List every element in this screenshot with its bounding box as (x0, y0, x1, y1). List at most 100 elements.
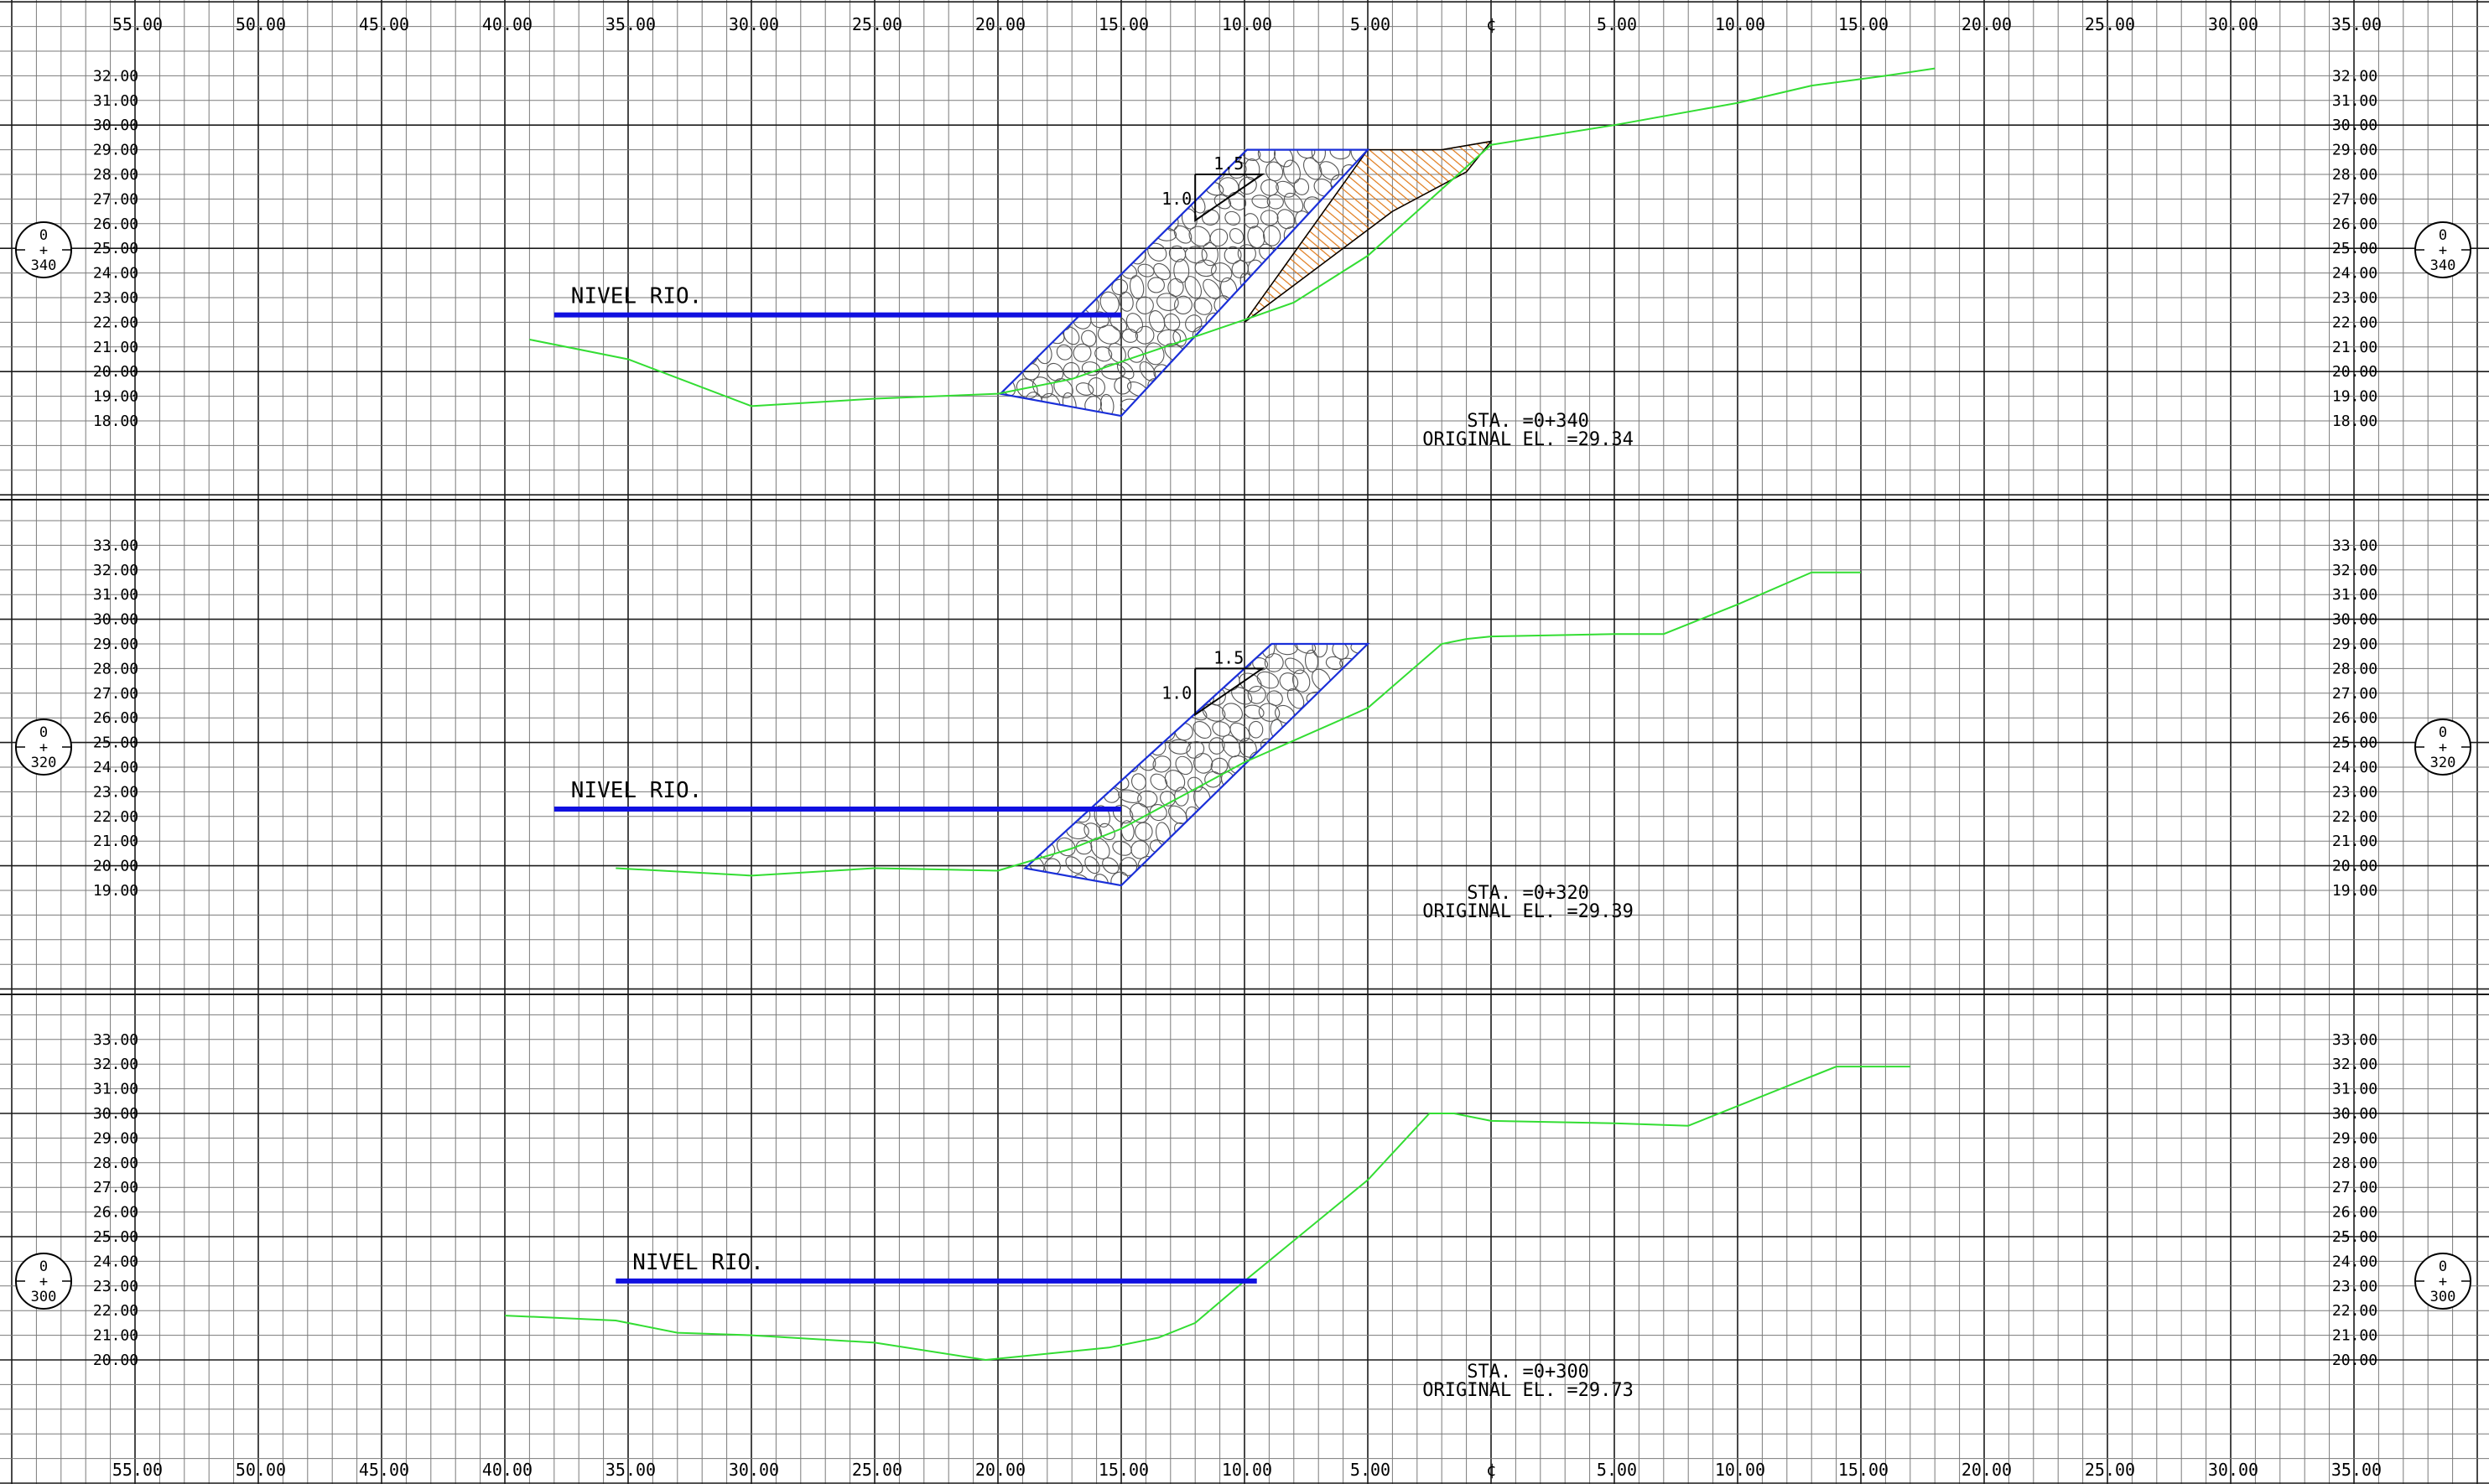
elevation-label-left: 28.00 (93, 166, 138, 184)
station-badge-bottom: 300 (31, 1289, 57, 1305)
offset-label: 35.00 (605, 1460, 656, 1480)
station-badge-bottom: 340 (31, 257, 57, 274)
riprap-stone (1231, 259, 1249, 278)
elevation-label-left: 28.00 (93, 660, 138, 677)
elevation-label-right: 33.00 (2332, 1031, 2377, 1049)
riprap-stone (1029, 293, 1047, 312)
riprap-stone (1135, 296, 1154, 314)
riprap-stone (1204, 379, 1222, 399)
terrain-profile-line (616, 571, 1861, 877)
riprap-stone (1127, 346, 1145, 363)
riprap-stone (1278, 804, 1294, 821)
riprap-stone (1237, 244, 1256, 263)
riprap-stone (1258, 837, 1279, 856)
elevation-label-left: 33.00 (93, 1031, 138, 1049)
riprap-stone (1332, 834, 1349, 859)
riprap-stone (1114, 376, 1132, 395)
riprap-stone (1238, 176, 1257, 195)
elevation-label-left: 21.00 (93, 339, 138, 356)
riprap-stone (1117, 190, 1135, 210)
riprap-stone (1293, 311, 1308, 329)
elevation-label-left: 29.00 (93, 1129, 138, 1147)
riprap-stone (1103, 656, 1120, 673)
riprap-stone (1269, 397, 1284, 413)
elevation-label-left: 29.00 (93, 142, 138, 159)
riprap-stone (1168, 245, 1187, 262)
riprap-stone (1184, 276, 1203, 299)
riprap-stone (1069, 688, 1086, 705)
riprap-stone (1025, 771, 1038, 791)
riprap-stone (1229, 392, 1248, 413)
riprap-stone (1026, 790, 1042, 807)
riprap-stone (1275, 644, 1298, 656)
riprap-stone (1097, 261, 1115, 279)
elevation-label-right: 32.00 (2332, 67, 2377, 85)
riprap-stone (1016, 378, 1038, 399)
riprap-stone (1042, 324, 1065, 345)
elevation-label-right: 25.00 (2332, 1228, 2377, 1246)
riprap-stone (1250, 788, 1269, 808)
riprap-stone (1311, 149, 1326, 163)
riprap-stone (1185, 346, 1203, 362)
riprap-stone (1285, 657, 1305, 674)
riprap-stone (1025, 842, 1037, 858)
elevation-label-left: 32.00 (93, 562, 138, 579)
riprap-stone (1120, 820, 1135, 842)
elevation-label-right: 30.00 (2332, 117, 2377, 134)
riprap-stone (1335, 293, 1354, 315)
riprap-stone (1145, 342, 1165, 366)
riprap-stone (1081, 361, 1101, 376)
riprap-stone (1229, 785, 1248, 807)
elevation-label-right: 21.00 (2332, 339, 2377, 356)
bottom-offset-axis: 55.00 50.00 45.00 40.00 35.00 30.00 25.00 20.00… (112, 1460, 2382, 1480)
riprap-stone (1018, 345, 1038, 366)
station-label: STA. =0+300 (1467, 1362, 1589, 1383)
riprap-stone (1173, 258, 1190, 283)
station-badge-right: 0+320 (2414, 719, 2471, 776)
riprap-stone (1102, 857, 1120, 874)
riprap-stone (1333, 739, 1357, 758)
riprap-stone (1212, 721, 1231, 737)
riprap-stone (1240, 771, 1259, 789)
riprap-stone (1167, 871, 1189, 886)
riprap-stone (1048, 294, 1068, 309)
station-badge-top: 0 (2439, 227, 2447, 244)
elevation-label-left: 20.00 (93, 1352, 138, 1369)
riprap-stone (1259, 807, 1278, 822)
riprap-stone (1222, 703, 1243, 723)
offset-label: 15.00 (1099, 14, 1149, 34)
riprap-stone (1053, 149, 1071, 162)
riprap-stone (1294, 342, 1309, 364)
offset-label: 5.00 (1597, 1460, 1637, 1480)
riprap-stone (1046, 227, 1064, 246)
riprap-stone (1302, 789, 1324, 808)
riprap-stone (1075, 739, 1092, 759)
cross-sections: 32.00 32.00 31.00 31.00 30.00 30.00 29.00 29.00… (15, 67, 2471, 1401)
elevation-label-left: 23.00 (93, 1278, 138, 1295)
offset-label: 30.00 (2208, 14, 2258, 34)
riprap-stone (1073, 874, 1093, 886)
offset-label: 30.00 (729, 1460, 779, 1480)
riprap-stone (1306, 755, 1330, 770)
riprap-stone (1046, 653, 1066, 675)
elevation-label-right: 31.00 (2332, 92, 2377, 110)
slope-triangle (1194, 667, 1265, 717)
riprap-stone (1037, 703, 1056, 725)
riprap-stone (1100, 231, 1117, 248)
riprap-stone (1103, 194, 1120, 211)
offset-label: 15.00 (1838, 14, 1889, 34)
riprap-stone (1239, 272, 1256, 296)
riprap-stone (1303, 157, 1322, 180)
offset-label: 35.00 (605, 14, 656, 34)
riprap-stone (1208, 737, 1225, 755)
riprap-stone (1063, 193, 1083, 210)
riprap-stone (1302, 361, 1321, 377)
riprap-stone (1237, 346, 1256, 366)
riprap-stone (1147, 644, 1165, 658)
riprap-stone (1211, 262, 1233, 283)
offset-label: 20.00 (975, 1460, 1026, 1480)
riprap-stone (1060, 263, 1082, 280)
slope-indicator: 1.5 1.0 (1161, 153, 1265, 222)
riprap-stone (1276, 209, 1296, 230)
riprap-stone (1046, 362, 1064, 381)
